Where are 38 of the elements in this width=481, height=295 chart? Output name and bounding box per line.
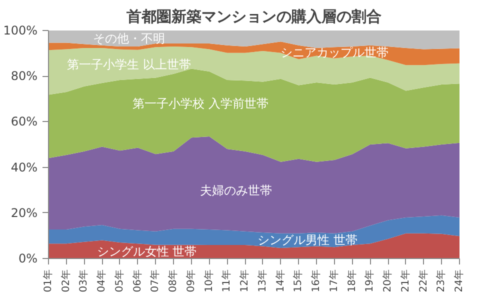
x-tick-label: 02年 bbox=[60, 269, 72, 292]
y-tick-label: 40% bbox=[10, 160, 38, 174]
x-tick-label: 24年 bbox=[453, 269, 465, 292]
x-tick-label: 04年 bbox=[96, 269, 108, 292]
chart-title: 首都圏新築マンションの購入層の割合 bbox=[126, 8, 382, 26]
x-tick-label: 23年 bbox=[435, 269, 448, 292]
y-tick-label: 60% bbox=[10, 114, 38, 129]
series-label: 夫婦のみ世帯 bbox=[200, 184, 272, 198]
x-tick-label: 22年 bbox=[417, 269, 430, 292]
x-tick-label: 12年 bbox=[238, 269, 251, 292]
series-label: シングル男性 世帯 bbox=[258, 232, 358, 247]
series-label: シングル女性 世帯 bbox=[96, 244, 197, 258]
y-tick-label: 20% bbox=[10, 206, 38, 220]
x-tick-label: 10年 bbox=[202, 269, 215, 292]
series-label: 第一子小学校 入学前世帯 bbox=[132, 96, 268, 111]
y-tick-label: 0% bbox=[18, 252, 38, 266]
x-tick-label: 03年 bbox=[78, 269, 90, 292]
series-label: シニアカップル世帯 bbox=[280, 46, 388, 60]
x-tick-label: 14年 bbox=[274, 269, 286, 292]
x-tick-label: 13年 bbox=[256, 269, 268, 292]
x-tick-label: 08年 bbox=[167, 269, 180, 292]
x-tick-label: 06年 bbox=[131, 269, 144, 292]
x-tick-label: 05年 bbox=[113, 269, 126, 292]
x-tick-label: 01年 bbox=[42, 269, 54, 292]
x-tick-label: 18年 bbox=[346, 269, 358, 292]
x-tick-label: 11年 bbox=[220, 269, 233, 292]
series-label: 第一子小学生 以上世帯 bbox=[67, 58, 191, 72]
series-label: その他・不明 bbox=[92, 31, 165, 46]
x-tick-label: 21年 bbox=[399, 269, 412, 292]
x-tick-label: 17年 bbox=[328, 269, 340, 292]
x-tick-label: 19年 bbox=[364, 269, 376, 292]
x-tick-label: 09年 bbox=[184, 269, 197, 292]
y-tick-label: 80% bbox=[10, 69, 38, 84]
x-tick-label: 15年 bbox=[292, 269, 304, 292]
x-tick-label: 16年 bbox=[310, 269, 322, 292]
x-tick-label: 07年 bbox=[149, 269, 162, 292]
x-tick-label: 20年 bbox=[382, 269, 394, 292]
y-tick-label: 100% bbox=[3, 24, 38, 38]
